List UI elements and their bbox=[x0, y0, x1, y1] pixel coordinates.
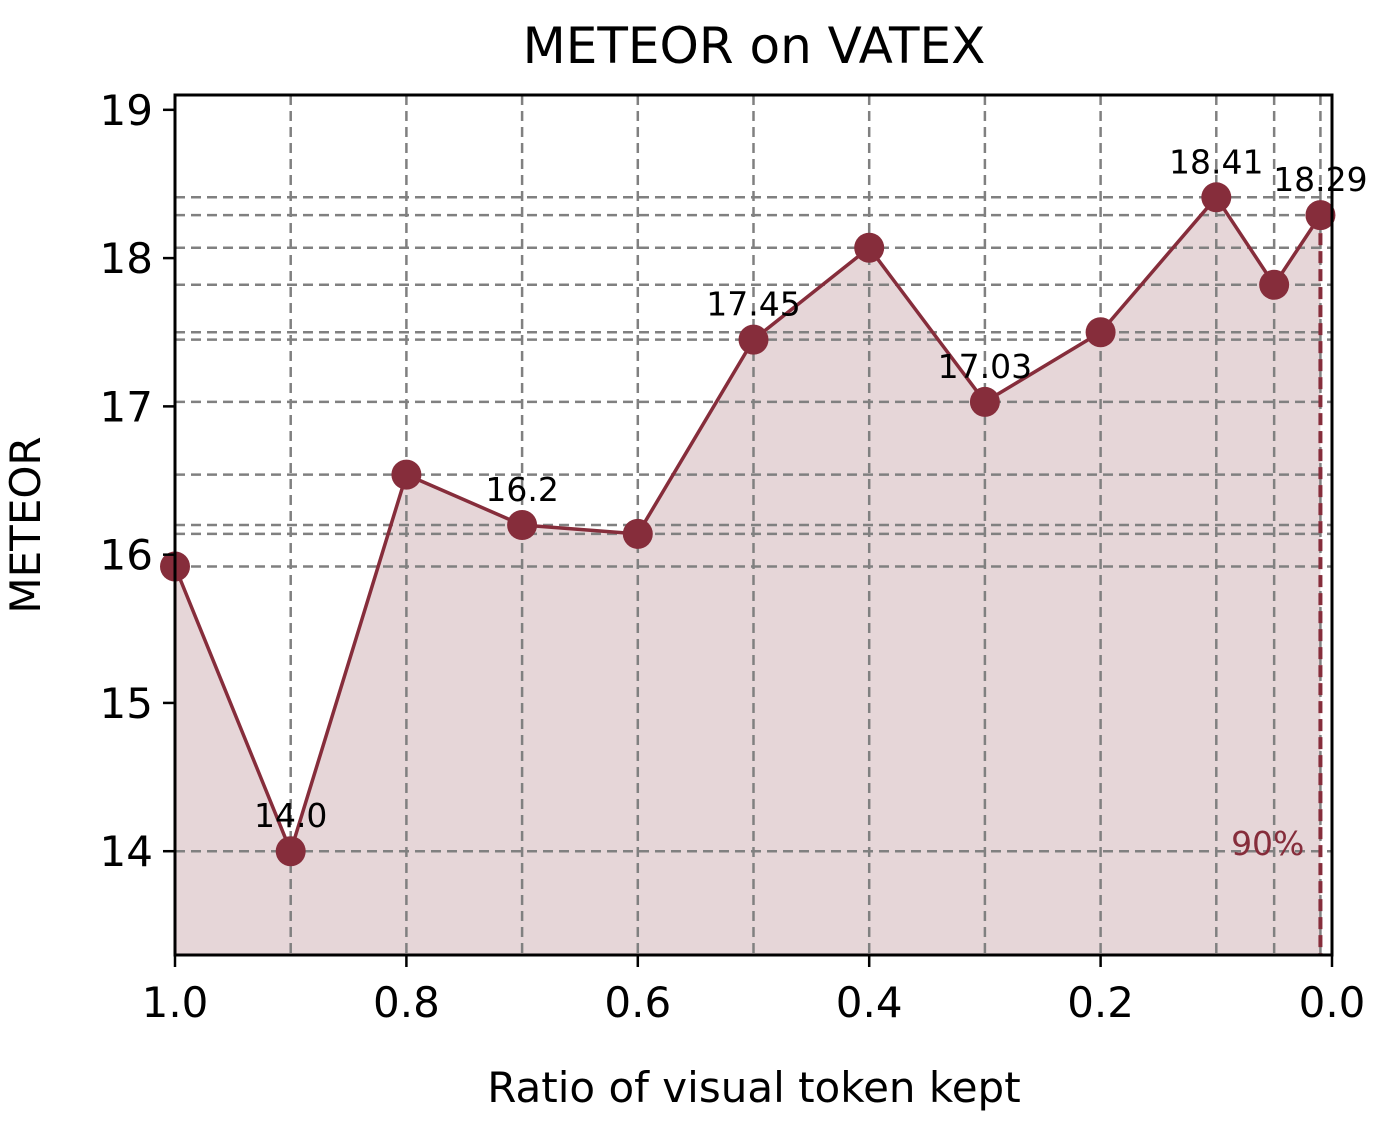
series-line-layer bbox=[173, 195, 1322, 853]
data-point bbox=[622, 518, 653, 549]
data-point bbox=[1201, 182, 1232, 213]
data-point bbox=[1085, 317, 1116, 348]
x-tick-label: 0.6 bbox=[604, 978, 671, 1027]
data-point bbox=[969, 386, 1000, 417]
ticks-layer: 1.0 0.8 0.6 0.4 0.2 0.0 14 15 16 17 18 19 bbox=[100, 86, 1366, 1027]
x-tick-label: 0.4 bbox=[836, 978, 903, 1027]
data-point bbox=[1305, 200, 1336, 231]
x-axis-label: Ratio of visual token kept bbox=[487, 1063, 1020, 1112]
data-label: 16.2 bbox=[485, 470, 558, 509]
data-label: 17.03 bbox=[938, 347, 1032, 386]
y-tick-label: 17 bbox=[100, 382, 153, 431]
area-fill bbox=[175, 197, 1321, 955]
data-label: 18.41 bbox=[1169, 142, 1263, 181]
data-label: 18.29 bbox=[1273, 160, 1367, 199]
data-point bbox=[507, 510, 538, 540]
data-point bbox=[275, 836, 306, 867]
y-tick-label: 15 bbox=[100, 679, 153, 728]
chart-title: METEOR on VATEX bbox=[523, 17, 986, 75]
data-label: 14.0 bbox=[254, 796, 327, 835]
reference-line-layer: 90% bbox=[1231, 215, 1323, 955]
reference-line-label: 90% bbox=[1231, 824, 1304, 863]
x-tick-label: 0.0 bbox=[1299, 978, 1366, 1027]
y-tick-label: 19 bbox=[100, 86, 153, 135]
x-tick-label: 1.0 bbox=[142, 978, 209, 1027]
data-label: 17.45 bbox=[706, 285, 800, 324]
series-line bbox=[173, 195, 1322, 853]
x-tick-label: 0.2 bbox=[1067, 978, 1134, 1027]
data-point bbox=[1259, 269, 1290, 300]
x-tick-label: 0.8 bbox=[373, 978, 440, 1027]
data-point bbox=[854, 232, 885, 263]
y-tick-label: 16 bbox=[100, 531, 153, 580]
series-points-layer bbox=[160, 182, 1336, 867]
plot-frame bbox=[173, 93, 1334, 957]
data-point bbox=[738, 324, 769, 355]
y-tick-label: 18 bbox=[100, 234, 153, 283]
y-axis-label: METEOR bbox=[1, 436, 50, 613]
fill-area-layer bbox=[175, 197, 1321, 955]
data-point bbox=[391, 459, 422, 490]
data-labels-layer: 14.0 16.2 17.45 17.03 18.41 18.29 bbox=[254, 142, 1368, 835]
y-tick-label: 14 bbox=[100, 827, 153, 876]
